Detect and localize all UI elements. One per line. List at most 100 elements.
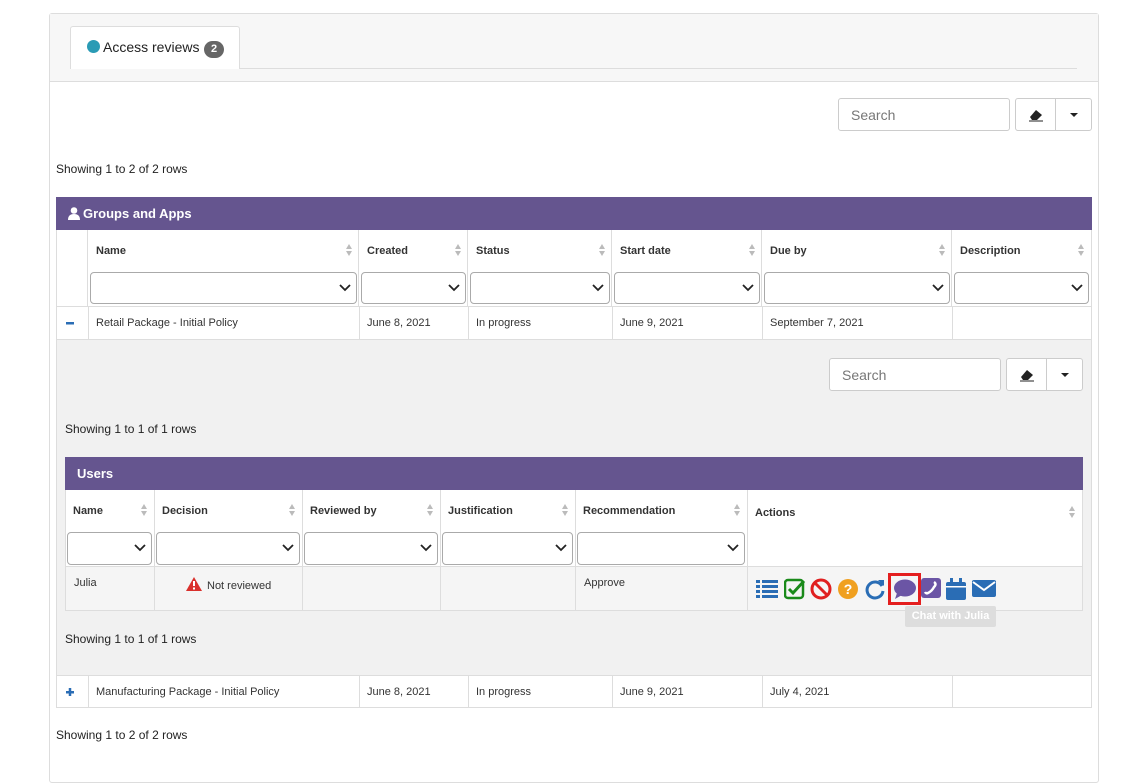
collapse-toggle[interactable] (65, 317, 75, 331)
list-icon[interactable] (756, 578, 778, 601)
filter-select[interactable] (954, 272, 1089, 304)
filter-select[interactable] (67, 532, 152, 565)
col-sep (88, 675, 89, 708)
filter-select[interactable] (764, 272, 950, 304)
expand-toggle[interactable] (65, 686, 75, 700)
sort-icon (141, 504, 147, 516)
column-title: Due by (770, 245, 807, 257)
phone-icon[interactable] (921, 578, 941, 601)
column-title: Description (960, 245, 1021, 257)
calendar-icon[interactable] (946, 578, 966, 603)
dropdown-button[interactable] (1055, 98, 1092, 131)
col-sep (302, 490, 303, 610)
eraser-icon (1019, 369, 1034, 381)
caret (1069, 112, 1078, 117)
warning-icon (185, 576, 203, 595)
sort-icon (562, 504, 568, 516)
tab-badge: 2 (204, 41, 224, 58)
column-title: Status (476, 245, 510, 257)
sort-arrows[interactable] (1077, 243, 1085, 260)
revoke-icon[interactable] (810, 578, 832, 603)
expand-col-header (57, 230, 88, 306)
chevron (448, 284, 460, 292)
col-sep (762, 675, 763, 708)
column-title: Reviewed by (310, 505, 377, 517)
filter-select[interactable] (304, 532, 438, 565)
cell-text: In progress (476, 317, 532, 329)
cell-text: Not reviewed (207, 580, 272, 592)
column-title: Actions (755, 507, 796, 519)
chevron (555, 544, 567, 552)
search-box[interactable]: Search (838, 98, 1010, 131)
sort-icon (1078, 244, 1084, 256)
tab-dot (87, 40, 100, 53)
sort-icon (749, 244, 755, 256)
cell-text: Julia (74, 577, 97, 589)
cell-text: July 4, 2021 (770, 686, 830, 698)
sort-arrows[interactable] (345, 243, 353, 260)
chevron (420, 544, 432, 552)
cell-text: Manufacturing Package - Initial Policy (96, 686, 280, 698)
column-title: Decision (162, 505, 208, 517)
filter-select[interactable] (577, 532, 745, 565)
col-sep (747, 490, 748, 610)
sort-arrows[interactable] (1068, 505, 1076, 522)
sort-arrows[interactable] (140, 503, 148, 520)
sort-icon (427, 504, 433, 516)
sort-arrows[interactable] (598, 243, 606, 260)
reassign-icon[interactable] (864, 578, 886, 603)
dropdown-button[interactable] (1046, 358, 1083, 391)
row-line (66, 566, 1082, 567)
filter-select[interactable] (90, 272, 357, 304)
approve-icon[interactable] (783, 578, 806, 603)
chevron (592, 284, 604, 292)
column-title: Name (96, 245, 126, 257)
sort-arrows[interactable] (561, 503, 569, 520)
sort-arrows[interactable] (733, 503, 741, 520)
column-header (468, 230, 612, 306)
sort-icon (346, 244, 352, 256)
column-header (762, 230, 952, 306)
sort-arrows[interactable] (454, 243, 462, 260)
groups-title-bar: Groups and Apps (56, 197, 1092, 230)
filter-select[interactable] (156, 532, 300, 565)
summary: Showing 1 to 1 of 1 rows (65, 632, 197, 646)
cell-text: Approve (584, 577, 625, 589)
search-box[interactable]: Search (829, 358, 1001, 391)
chevron (134, 544, 146, 552)
filter-select[interactable] (614, 272, 760, 304)
clear-button[interactable] (1015, 98, 1056, 131)
clear-button[interactable] (1006, 358, 1047, 391)
cell-text: Retail Package - Initial Policy (96, 317, 238, 329)
cell-text: June 8, 2021 (367, 686, 431, 698)
groups-title: Groups and Apps (83, 206, 192, 221)
column-title: Recommendation (583, 505, 676, 517)
summary: Showing 1 to 2 of 2 rows (56, 162, 188, 176)
col-sep (359, 306, 360, 339)
tooltip: Chat with Julia (905, 606, 996, 627)
row-line (57, 675, 1091, 676)
sort-arrows[interactable] (938, 243, 946, 260)
sort-arrows[interactable] (748, 243, 756, 260)
tab[interactable]: Access reviews 2 (70, 26, 240, 69)
row-line (57, 707, 1091, 708)
sort-arrows[interactable] (426, 503, 434, 520)
users-title: Users (77, 466, 114, 481)
column-header (359, 230, 468, 306)
chat-icon[interactable] (892, 578, 918, 603)
column-title: Created (367, 245, 408, 257)
chevron (339, 284, 351, 292)
filter-select[interactable] (442, 532, 573, 565)
help-icon[interactable]: ? (837, 578, 859, 603)
col-sep (154, 490, 155, 610)
email-icon[interactable] (972, 578, 996, 601)
svg-text:?: ? (844, 581, 853, 597)
filter-select[interactable] (361, 272, 466, 304)
cell-text: June 9, 2021 (620, 317, 684, 329)
row-line (57, 306, 1091, 307)
filter-select[interactable] (470, 272, 610, 304)
col-sep (952, 675, 953, 708)
sort-arrows[interactable] (288, 503, 296, 520)
column-title: Start date (620, 245, 671, 257)
